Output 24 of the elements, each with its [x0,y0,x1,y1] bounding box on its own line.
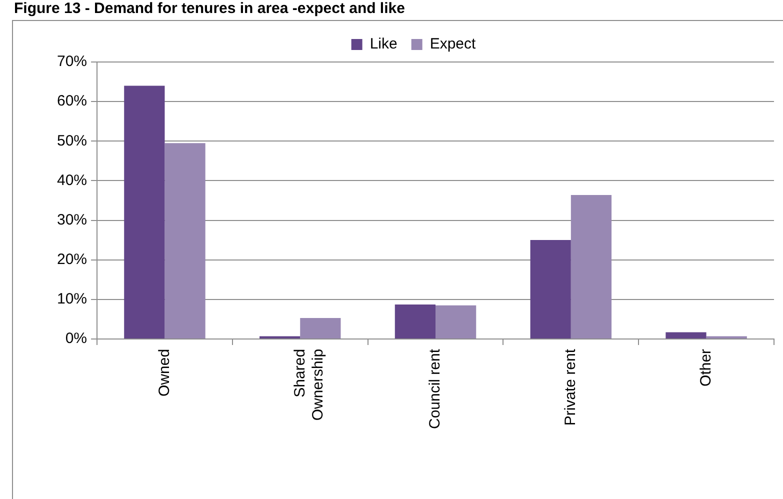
y-tick-label: 0% [65,330,88,348]
y-tick-label: 50% [56,132,88,150]
bar [530,240,571,338]
bar [124,86,165,338]
bar [666,332,706,338]
x-tick-label: Council rent [426,348,444,430]
bar [570,194,612,338]
y-tick-label: 20% [56,250,88,268]
x-tick-label: Shared Ownership [291,348,326,421]
bar [394,304,436,338]
y-tick-label: 10% [56,290,88,308]
y-tick-label: 30% [56,211,88,228]
legend-label: Like [370,36,398,53]
chart-title: Figure 13 - Demand for tenures in area -expect and like [14,0,405,18]
y-tick-label: 40% [56,172,88,189]
x-tick-label: Other [697,348,714,386]
y-tick-label: 70% [56,53,88,70]
x-tick-label: Private rent [562,348,580,426]
bar [300,318,341,338]
y-tick-label: 60% [56,92,88,110]
bar [164,143,206,338]
legend-label: Expect [430,36,477,53]
bar [436,305,476,338]
x-tick-label: Owned [156,348,173,396]
